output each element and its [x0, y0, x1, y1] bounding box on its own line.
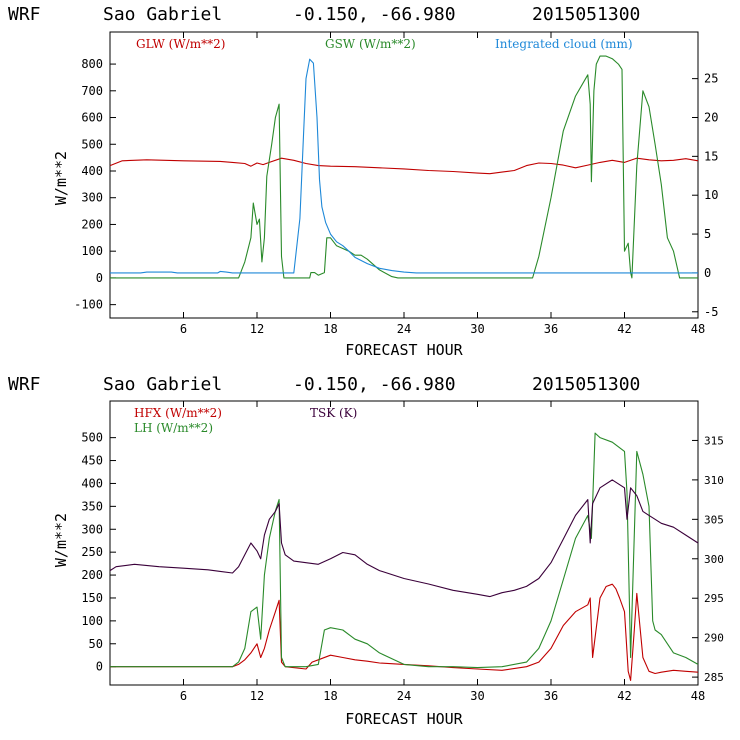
panel-2-x-tick-label: 24 — [397, 689, 411, 703]
panel-1-x-tick-label: 24 — [397, 322, 411, 336]
panel-2-series-tsk — [109, 479, 699, 598]
panel-2-y-tick-label: 500 — [81, 431, 103, 445]
panel-1-y2-tick-label: 25 — [704, 72, 718, 86]
panel-1-legend-glw: GLW (W/m**2) — [136, 37, 225, 51]
panel-1-y-tick-label: 400 — [81, 164, 103, 178]
panel-2-x-tick-label: 48 — [691, 689, 705, 703]
panel-2: WRF Sao Gabriel -0.150, -66.980 20150513… — [8, 374, 724, 728]
panel-2-legend-tsk: TSK (K) — [310, 406, 357, 420]
panel-2-y2-tick-label: 285 — [704, 671, 724, 684]
panel-2-x-axis-label: FORECAST HOUR — [345, 710, 463, 728]
panel-2-y2-tick-label: 290 — [704, 632, 724, 645]
panel-1-header-init: 2015051300 — [532, 4, 640, 25]
panel-1-x-tick-label: 48 — [691, 322, 705, 336]
panel-1-y2-tick-label: 20 — [704, 110, 718, 124]
panel-1-x-tick-label: 36 — [544, 322, 558, 336]
panel-2-header-coords: -0.150, -66.980 — [293, 374, 456, 395]
panel-1-y-tick-label: 600 — [81, 111, 103, 125]
panel-1-x-tick-label: 30 — [470, 322, 484, 336]
panel-1-x-tick-label: 12 — [250, 322, 264, 336]
panel-2-legend-hfx: HFX (W/m**2) — [134, 406, 222, 420]
panel-1-x-tick-label: 42 — [617, 322, 631, 336]
panel-2-header-station: Sao Gabriel — [103, 374, 222, 395]
panel-1-y-tick-label: -100 — [74, 298, 103, 312]
panel-1-y2-tick-label: 5 — [704, 227, 711, 241]
panel-2-y-tick-label: 50 — [89, 637, 103, 651]
panel-1-series-glw — [109, 157, 699, 175]
panel-1-header-station: Sao Gabriel — [103, 4, 222, 25]
panel-2-series-hfx — [110, 583, 699, 681]
panel-2-y-tick-label: 350 — [81, 499, 103, 513]
panel-1-y2-tick-label: -5 — [704, 305, 718, 319]
panel-1-x-axis-label: FORECAST HOUR — [345, 341, 463, 359]
panel-2-y-tick-label: 0 — [96, 660, 103, 674]
panel-2-y-tick-label: 250 — [81, 545, 103, 559]
panel-1-y-tick-label: 100 — [81, 244, 103, 258]
panel-2-plot-area: 6 12 18 24 30 36 42 48 0 50 100 150 200 250 300 350 400 4… — [81, 401, 724, 703]
panel-1-y-tick-label: 0 — [96, 271, 103, 285]
panel-1-legend-cloud: Integrated cloud (mm) — [495, 37, 633, 51]
panel-1-y2-tick-label: 10 — [704, 188, 718, 202]
panel-1-y-tick-label: 500 — [81, 137, 103, 151]
panel-1-y-axis-label: W/m**2 — [52, 151, 70, 205]
panel-1-y-tick-label: 700 — [81, 84, 103, 98]
panel-2-y2-tick-label: 300 — [704, 553, 724, 566]
panel-1-series-integrated-cloud — [110, 58, 698, 274]
panel-2-x-tick-label: 30 — [470, 689, 484, 703]
panel-2-x-tick-label: 42 — [617, 689, 631, 703]
panel-2-header-model: WRF — [8, 374, 41, 395]
panel-2-y-tick-label: 400 — [81, 476, 103, 490]
panel-1-y-tick-label: 200 — [81, 217, 103, 231]
panel-2-series-lh — [110, 432, 699, 669]
panel-2-x-tick-label: 18 — [323, 689, 337, 703]
panel-1-plot-frame — [109, 31, 699, 319]
panel-2-y-tick-label: 300 — [81, 522, 103, 536]
panel-1: WRF Sao Gabriel -0.150, -66.980 20150513… — [8, 4, 718, 359]
panel-2-y-tick-label: 150 — [81, 591, 103, 605]
panel-2-y-axis-label: W/m**2 — [52, 513, 70, 567]
panel-2-legend-lh: LH (W/m**2) — [134, 421, 213, 435]
panel-2-plot-frame — [109, 400, 699, 686]
panel-2-y-tick-label: 100 — [81, 614, 103, 628]
panel-2-y2-tick-label: 310 — [704, 474, 724, 487]
panel-2-x-tick-label: 36 — [544, 689, 558, 703]
panel-1-header-model: WRF — [8, 4, 41, 25]
panel-1-y2-tick-label: 15 — [704, 149, 718, 163]
panel-1-x-tick-label: 18 — [323, 322, 337, 336]
panel-1-legend-gsw: GSW (W/m**2) — [325, 37, 416, 51]
panel-2-x-tick-label: 12 — [250, 689, 264, 703]
panel-2-y2-tick-label: 295 — [704, 592, 724, 605]
panel-1-y2-tick-label: 0 — [704, 266, 711, 280]
panel-1-series-gsw — [110, 55, 698, 279]
panel-1-y-tick-label: 300 — [81, 191, 103, 205]
panel-1-y-tick-label: 800 — [81, 57, 103, 71]
panel-2-y-tick-label: 450 — [81, 454, 103, 468]
panel-1-plot-area: 6 12 18 24 30 36 42 48-100010020030040050060070… — [74, 32, 718, 336]
panel-2-y2-tick-label: 315 — [704, 434, 724, 447]
panel-2-y2-tick-label: 305 — [704, 513, 724, 526]
panel-1-header-coords: -0.150, -66.980 — [293, 4, 456, 25]
panel-2-header-init: 2015051300 — [532, 374, 640, 395]
panel-1-x-tick-label: 6 — [180, 322, 187, 336]
panel-2-y-tick-label: 200 — [81, 568, 103, 582]
panel-2-x-tick-label: 6 — [180, 689, 187, 703]
